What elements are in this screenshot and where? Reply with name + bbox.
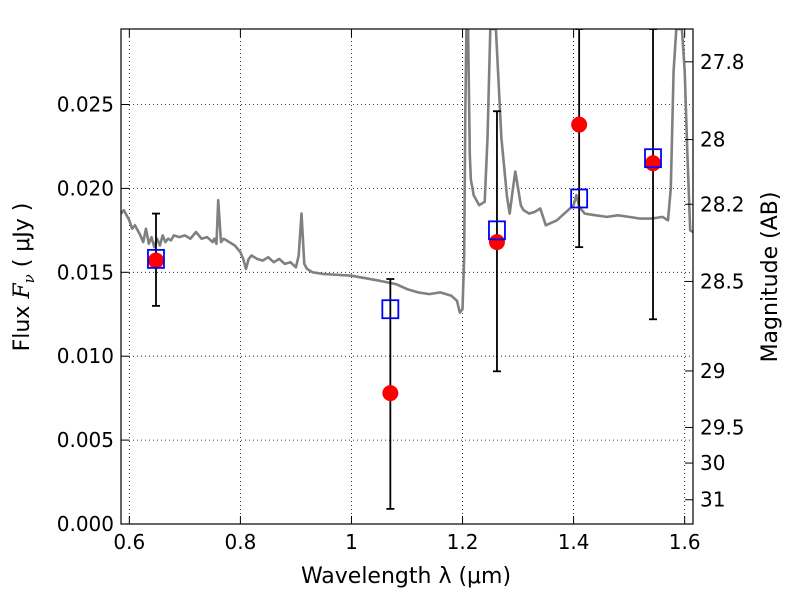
- y-tick-label-2: 0.010: [57, 344, 114, 368]
- errorbar-layer: [151, 29, 658, 510]
- y-tick-label-3: 0.015: [57, 260, 114, 284]
- y2-axis-label: Magnitude (AB): [758, 192, 783, 363]
- mag-tick-label-3: 28.5: [700, 269, 745, 293]
- y-axis-label-symbol: F: [10, 283, 35, 300]
- y-tick-label-1: 0.005: [57, 428, 114, 452]
- x-tick-label-3: 1.2: [447, 530, 479, 554]
- y-tick-label-5: 0.025: [57, 93, 114, 117]
- spectrum-layer: [121, 29, 693, 314]
- observed-point-4: [645, 155, 662, 172]
- x-tick-label-1: 0.8: [224, 530, 256, 554]
- model-point-2: [488, 220, 506, 241]
- model-point-4: [644, 148, 662, 169]
- observed-point-3: [571, 116, 588, 133]
- model-points-layer: [147, 148, 662, 320]
- x-tick-label-4: 1.4: [558, 530, 590, 554]
- y-tick-label-0: 0.000: [57, 512, 114, 536]
- y-axis-label-subscript: ν: [20, 274, 38, 283]
- observed-point-1: [382, 385, 399, 402]
- grid-lines: [121, 29, 693, 524]
- x-tick-label-2: 1: [345, 530, 358, 554]
- model-point-1: [381, 299, 400, 320]
- mag-tick-label-1: 28: [700, 128, 725, 152]
- model-point-3: [570, 188, 589, 209]
- x-axis-label: Wavelength λ (μm): [301, 564, 511, 589]
- spectrum-line: [121, 29, 693, 314]
- mag-tick-label-4: 29: [700, 359, 725, 383]
- y-axis-label-suffix: ( μJy ): [10, 203, 35, 275]
- mag-tick-label-0: 27.8: [700, 50, 745, 74]
- model-point-0: [147, 248, 165, 269]
- mag-tick-label-6: 30: [700, 451, 725, 475]
- mag-tick-label-5: 29.5: [700, 415, 745, 439]
- mag-tick-label-7: 31: [700, 488, 725, 512]
- mag-tick-label-2: 28.2: [700, 192, 745, 216]
- y-axis-label: Flux Fν ( μJy ): [10, 203, 38, 352]
- observed-points-layer: [147, 116, 662, 402]
- plot-frame: [120, 28, 694, 525]
- x-tick-label-0: 0.6: [113, 530, 145, 554]
- axis-ticks: 0.6 0.8 1 1.2 1.4 1.6 0.000 0.005 0.010 0.015 0.02…: [57, 29, 745, 554]
- observed-point-2: [488, 234, 505, 251]
- x-tick-label-5: 1.6: [669, 530, 701, 554]
- observed-point-0: [147, 252, 164, 269]
- y-tick-label-4: 0.020: [57, 176, 114, 200]
- y-axis-label-prefix: Flux: [10, 299, 35, 352]
